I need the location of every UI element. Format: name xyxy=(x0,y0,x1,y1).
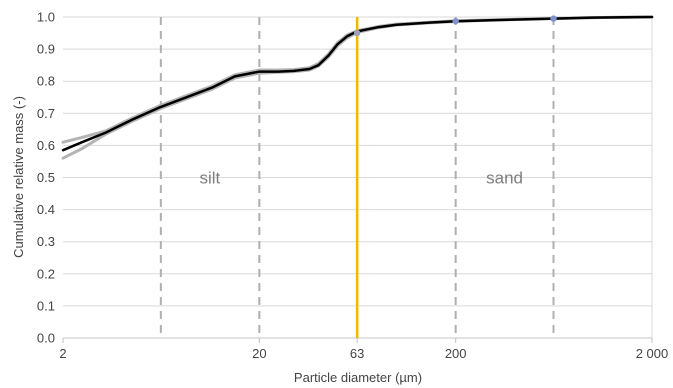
x-axis-title: Particle diameter (µm) xyxy=(294,370,422,385)
data-markers xyxy=(353,15,557,37)
x-tick-label: 2 xyxy=(59,346,66,361)
region-labels: silt sand xyxy=(200,169,524,188)
y-axis-title: Cumulative relative mass (-) xyxy=(11,96,26,258)
x-tick-label: 200 xyxy=(445,346,467,361)
y-tick-label: 0.6 xyxy=(37,138,55,153)
y-tick-label: 0.8 xyxy=(37,74,55,89)
region-label-silt: silt xyxy=(200,169,221,188)
data-point-marker xyxy=(550,15,557,22)
vertical-dashed-lines xyxy=(159,17,555,338)
y-tick-label: 0.7 xyxy=(37,106,55,121)
region-label-sand: sand xyxy=(486,169,523,188)
y-tick-label: 0.3 xyxy=(37,234,55,249)
x-tick-label: 20 xyxy=(252,346,266,361)
y-tick-label: 0.5 xyxy=(37,170,55,185)
data-point-marker xyxy=(452,17,459,25)
y-tick-label: 0.4 xyxy=(37,202,55,217)
y-tick-label: 1.0 xyxy=(37,10,55,25)
data-point-marker xyxy=(353,29,361,37)
x-tick-label: 63 xyxy=(350,346,364,361)
y-tick-label: 0.1 xyxy=(37,298,55,313)
x-tick-label: 2 000 xyxy=(636,346,669,361)
y-axis-ticks: 0.0 0.1 0.2 0.3 0.4 0.5 0.6 0.7 0.8 0.9 1.0 xyxy=(37,10,55,346)
y-tick-label: 0.0 xyxy=(37,331,55,346)
x-axis-ticks: 2 20 63 200 2 000 xyxy=(59,338,668,361)
y-tick-label: 0.2 xyxy=(37,266,55,281)
y-tick-label: 0.9 xyxy=(37,42,55,57)
